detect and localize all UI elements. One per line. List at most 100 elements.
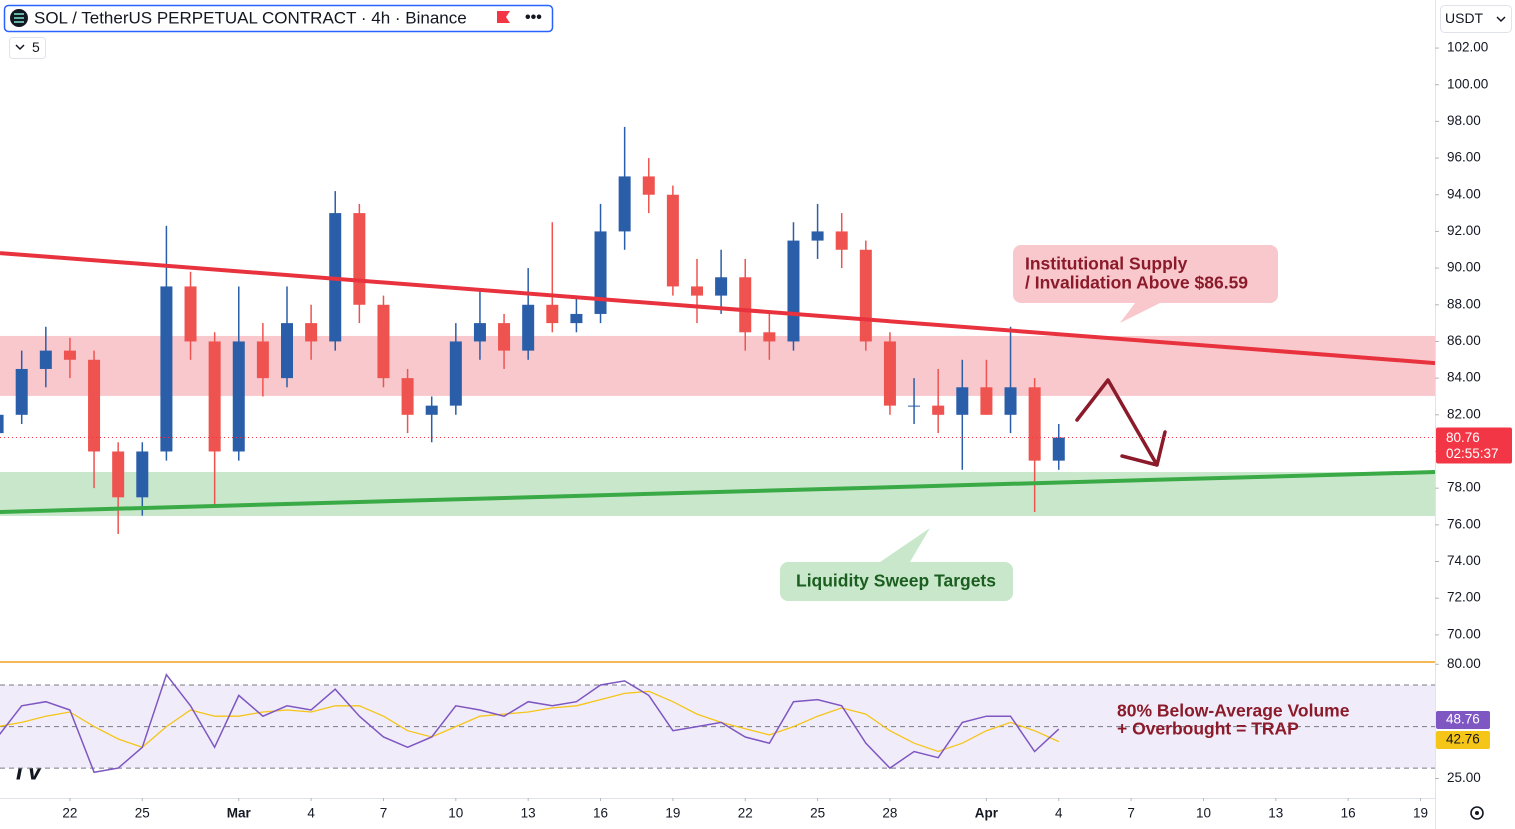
x-tick-label: 25 <box>810 806 825 821</box>
demand-callout <box>780 528 1013 601</box>
rsi-value-label: 42.76 <box>1446 732 1480 747</box>
more-icon[interactable]: ••• <box>525 9 542 26</box>
y-tick-label: 92.00 <box>1447 223 1481 238</box>
candle-body <box>908 405 921 407</box>
candle-body <box>256 341 269 379</box>
x-tick-label: 28 <box>882 806 897 821</box>
candle-body <box>763 332 776 342</box>
candle-body <box>353 213 366 305</box>
supply-callout <box>1013 245 1278 323</box>
candle-body <box>112 451 125 498</box>
candle-body <box>15 368 28 415</box>
rsi-band <box>0 685 1435 769</box>
flag-icon[interactable] <box>497 11 510 23</box>
x-tick-label: 19 <box>1413 806 1428 821</box>
rsi-line <box>0 690 1060 753</box>
symbol-title: SOL / TetherUS PERPETUAL CONTRACT · 4h ·… <box>34 8 467 27</box>
candle-body <box>401 378 414 415</box>
candle-body <box>546 304 559 324</box>
chevron <box>1496 16 1506 23</box>
demand-annotation: Liquidity Sweep Targets <box>796 571 996 591</box>
x-tick-label: 22 <box>738 806 753 821</box>
rsi-tick-label: 80.00 <box>1447 656 1481 671</box>
last-price-label: 80.76 <box>1446 430 1480 445</box>
candle-body <box>88 359 101 452</box>
candle-body <box>39 350 52 369</box>
settings-icon[interactable] <box>1470 806 1484 820</box>
candle-body <box>305 323 318 342</box>
candle-body <box>980 387 993 415</box>
candle-body <box>63 350 76 360</box>
y-tick-label: 100.00 <box>1447 76 1488 91</box>
y-tick-label: 76.00 <box>1447 516 1481 531</box>
y-tick-label: 78.00 <box>1447 480 1481 495</box>
x-tick-label: 10 <box>1196 806 1211 821</box>
rsi-tick-label: 25.00 <box>1447 770 1481 785</box>
projection-arrow <box>1075 378 1167 467</box>
y-tick-label: 88.00 <box>1447 296 1481 311</box>
candle-body <box>1004 387 1017 415</box>
x-tick-label: 22 <box>62 806 77 821</box>
x-tick-label: 16 <box>1341 806 1356 821</box>
y-tick-label: 70.00 <box>1447 626 1481 641</box>
x-tick-label: 4 <box>1055 806 1063 821</box>
x-tick-label: 4 <box>307 806 315 821</box>
y-tick-label: 96.00 <box>1447 150 1481 165</box>
y-tick-label: 90.00 <box>1447 260 1481 275</box>
candle-body <box>570 313 583 324</box>
candle-body <box>377 304 390 379</box>
candle-body <box>666 194 679 287</box>
last-price-box <box>1436 427 1512 464</box>
y-tick-label: 98.00 <box>1447 113 1481 128</box>
countdown: 02:55:37 <box>1446 446 1499 461</box>
candle-body <box>1028 387 1041 461</box>
rsi-value-box <box>1436 731 1490 749</box>
rsi-line <box>0 673 1060 774</box>
candle-body <box>498 323 511 351</box>
symbol-icon-lines <box>14 13 24 23</box>
demand-line <box>0 470 1436 514</box>
x-tick-label: 19 <box>665 806 680 821</box>
symbol-box[interactable] <box>3 4 554 33</box>
candle-body <box>473 323 486 342</box>
candle-body <box>859 249 872 342</box>
candle-body <box>883 341 896 406</box>
y-tick-label: 84.00 <box>1447 370 1481 385</box>
y-tick-label: 102.00 <box>1447 40 1488 55</box>
currency: USDT <box>1445 10 1484 26</box>
rsi-annotation: 80% Below-Average Volume <box>1117 701 1350 721</box>
y-tick-label: 86.00 <box>1447 333 1481 348</box>
candle-body <box>594 231 607 314</box>
candle-body <box>739 277 752 333</box>
x-tick-label: 7 <box>1127 806 1135 821</box>
supply-annotation: Institutional Supply <box>1025 254 1188 274</box>
candle-body <box>691 286 703 296</box>
candle-body <box>787 240 800 342</box>
candle-body <box>956 387 969 415</box>
x-tick-label: Apr <box>975 806 999 821</box>
y-tick-label: 74.00 <box>1447 553 1481 568</box>
candle-body <box>522 304 535 351</box>
supply-line <box>0 251 1436 366</box>
candle-body <box>184 286 197 342</box>
candle-body <box>835 231 848 250</box>
rsi-value-box <box>1436 711 1490 729</box>
candle-body <box>449 341 462 406</box>
settings-icon-dot <box>1475 811 1479 815</box>
x-tick-label: 16 <box>593 806 608 821</box>
x-tick-label: 13 <box>1268 806 1283 821</box>
candle-body <box>160 286 173 452</box>
candle-body <box>811 231 824 241</box>
currency-box[interactable] <box>1440 5 1512 33</box>
x-tick-label: Mar <box>227 806 252 821</box>
candle-body <box>618 176 631 232</box>
supply-annotation: / Invalidation Above $86.59 <box>1025 273 1248 293</box>
candle-body <box>281 323 293 379</box>
candle-body <box>1052 437 1065 461</box>
x-tick-label: 13 <box>521 806 536 821</box>
y-tick-label: 82.00 <box>1447 406 1481 421</box>
y-tick-label: 72.00 <box>1447 590 1481 605</box>
indicator-toggle[interactable] <box>9 37 46 59</box>
